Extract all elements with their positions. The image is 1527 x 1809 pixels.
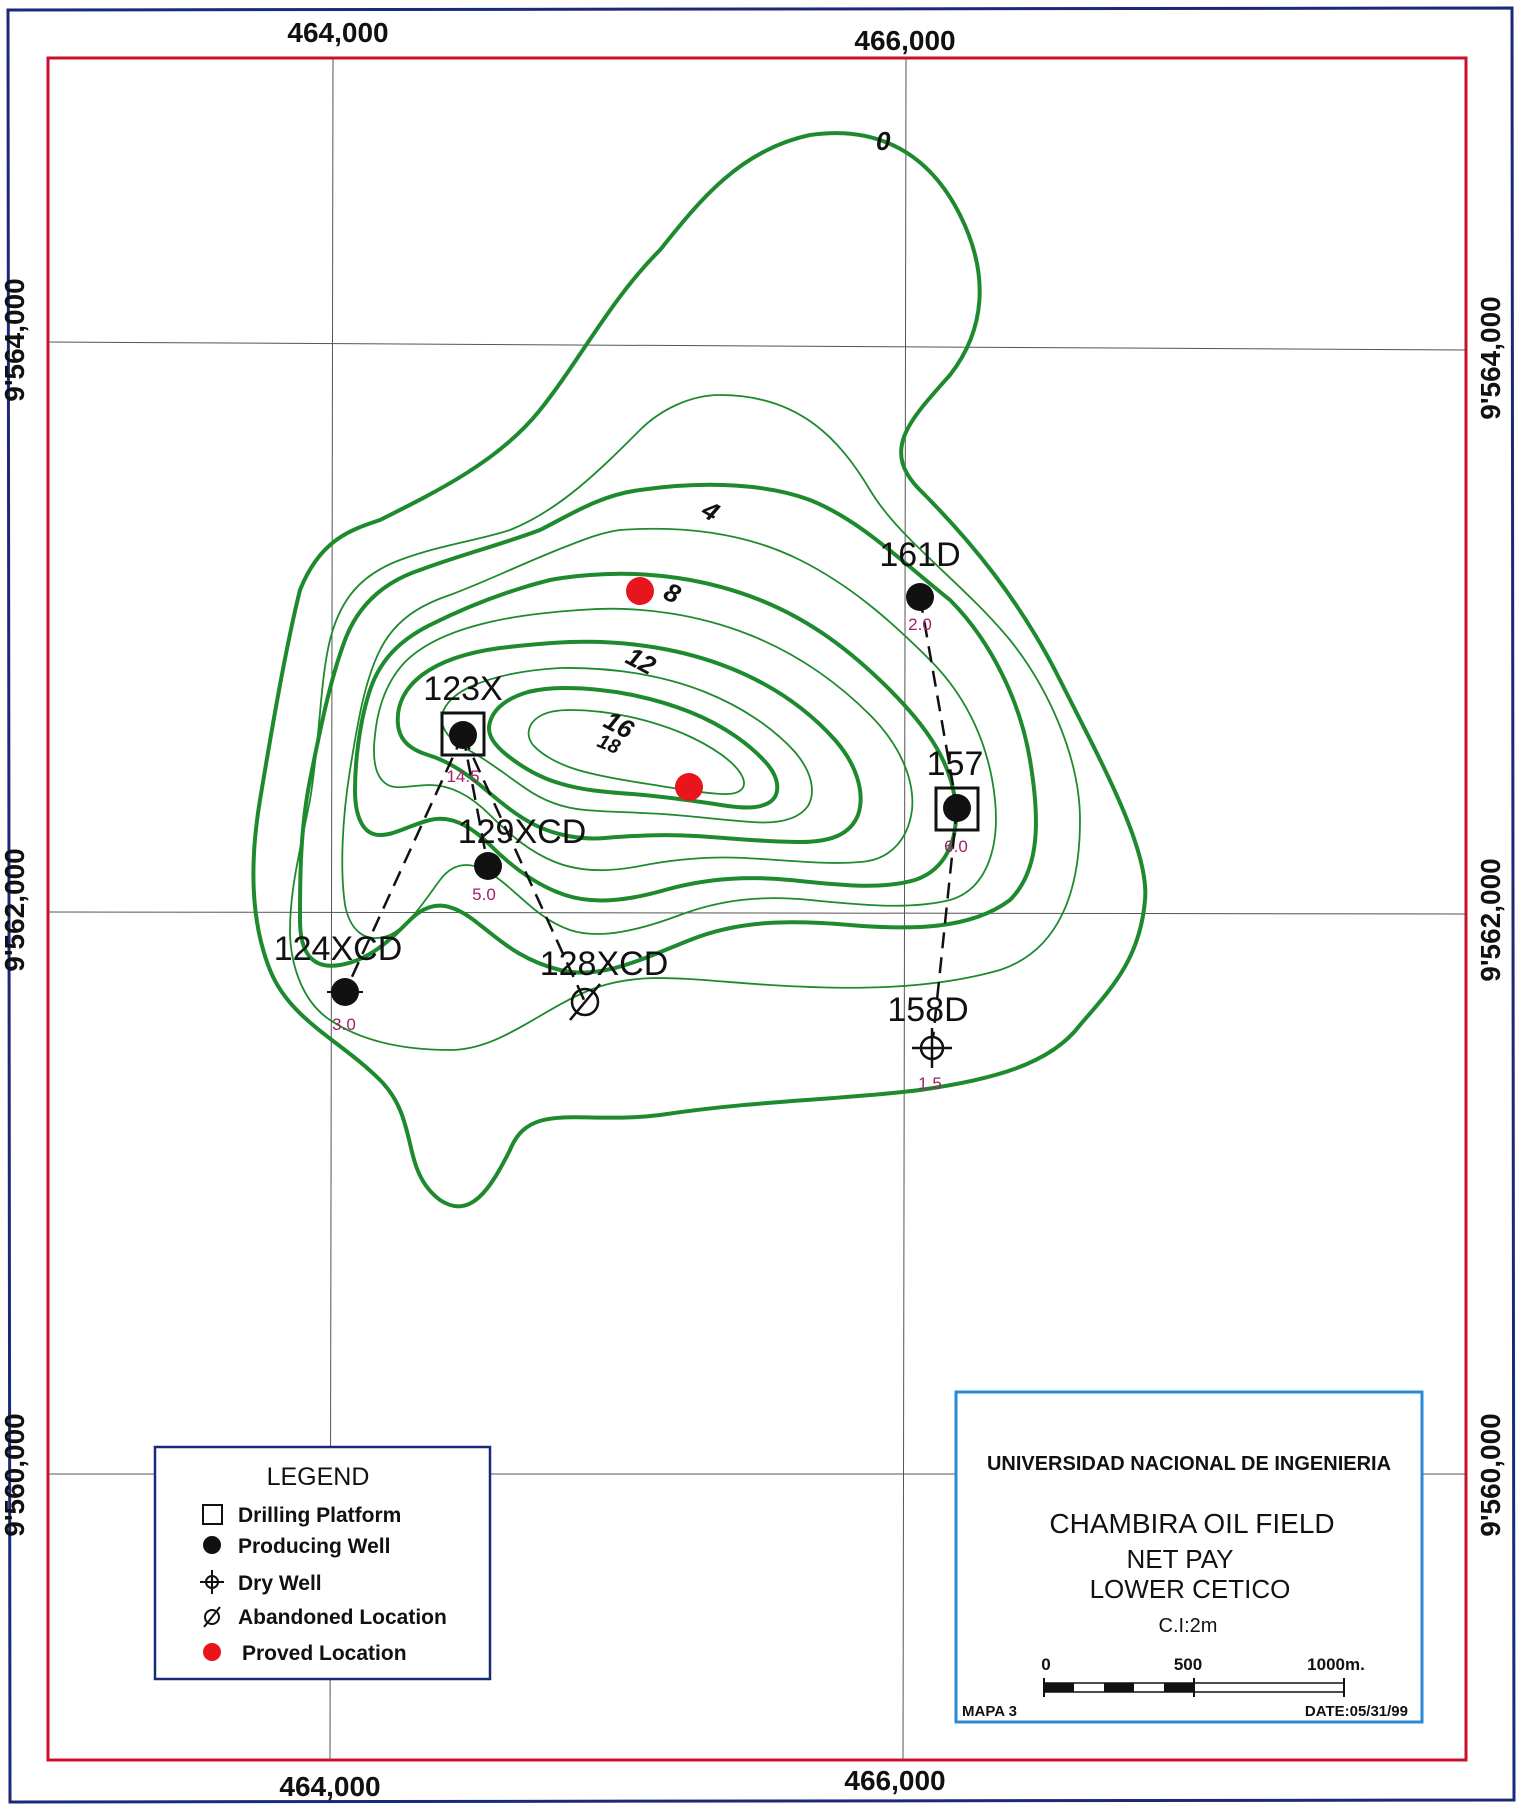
well-123X[interactable]: 123X 14.5	[423, 670, 502, 786]
contour-12	[395, 639, 863, 844]
contour-10	[373, 607, 914, 871]
producing-well-icon	[906, 583, 934, 611]
drilling-platform-icon	[440, 711, 486, 757]
well-label-129XCD: 129XCD	[458, 813, 587, 851]
contour-16	[487, 686, 780, 810]
scale-label-0: 0	[1041, 1655, 1050, 1674]
well-value-129XCD: 5.0	[472, 885, 496, 904]
legend: LEGEND Drilling Platform Producing Well …	[153, 1445, 492, 1681]
svg-text:Producing Well: Producing Well	[238, 1535, 390, 1558]
legend-item-producing-well: Producing Well	[203, 1535, 390, 1558]
title-block: UNIVERSIDAD NACIONAL DE INGENIERIA CHAMB…	[954, 1390, 1424, 1724]
well-161D[interactable]: 161D 2.0	[879, 536, 960, 634]
coord-left-9564000: 9'564,000	[0, 278, 30, 401]
legend-title: LEGEND	[267, 1463, 370, 1491]
scale-bar	[1043, 1678, 1345, 1697]
proved-location-icon	[203, 1643, 221, 1661]
contour-0	[251, 131, 1148, 1209]
contour-2	[289, 394, 1081, 1051]
formation-name: LOWER CETICO	[1090, 1574, 1291, 1604]
institution-name: UNIVERSIDAD NACIONAL DE INGENIERIA	[987, 1453, 1391, 1475]
proved-location-north[interactable]	[626, 577, 654, 605]
contour-label-0: 0	[876, 126, 891, 156]
coord-bottom-464000: 464,000	[279, 1771, 380, 1802]
scale-label-500: 500	[1174, 1655, 1202, 1674]
well-label-123X: 123X	[423, 670, 502, 708]
well-value-157: 6.0	[944, 837, 968, 856]
well-129XCD[interactable]: 129XCD 5.0	[458, 813, 587, 904]
coord-right-9562000: 9'562,000	[1475, 858, 1506, 981]
drilling-platform-icon	[202, 1504, 223, 1525]
coord-right-9560000: 9'560,000	[1475, 1413, 1506, 1536]
abandoned-location-icon	[204, 1609, 220, 1625]
contour-18	[527, 709, 745, 795]
svg-text:Abandoned Location: Abandoned Location	[238, 1606, 447, 1629]
map-subject: NET PAY	[1127, 1544, 1234, 1574]
well-connections	[343, 596, 959, 1049]
svg-text:Drilling Platform: Drilling Platform	[238, 1504, 401, 1527]
well-label-158D: 158D	[887, 991, 968, 1029]
coord-right-9564000: 9'564,000	[1475, 296, 1506, 419]
coord-top-464000: 464,000	[287, 17, 388, 48]
svg-text:Dry Well: Dry Well	[238, 1572, 322, 1595]
well-128XCD[interactable]: 128XCD	[540, 945, 669, 1021]
well-value-158D: 1.5	[918, 1074, 942, 1093]
well-label-157: 157	[927, 745, 984, 783]
contour-label-8: 8	[659, 576, 685, 610]
map-frame	[46, 56, 1468, 1762]
producing-well-icon	[203, 1536, 221, 1554]
contour-interval: C.I:2m	[1159, 1615, 1218, 1637]
coord-left-9562000: 9'562,000	[0, 848, 30, 971]
scale-label-1000: 1000m.	[1307, 1655, 1365, 1674]
well-value-123X: 14.5	[446, 767, 479, 786]
well-label-161D: 161D	[879, 536, 960, 574]
coord-bottom-466000: 466,000	[844, 1765, 945, 1796]
field-name: CHAMBIRA OIL FIELD	[1049, 1508, 1334, 1539]
coord-left-9560000: 9'560,000	[0, 1413, 30, 1536]
isopach-contours	[251, 131, 1148, 1209]
map-number: MAPA 3	[962, 1703, 1017, 1720]
legend-item-dry-well: Dry Well	[200, 1570, 322, 1595]
map-date: DATE:05/31/99	[1305, 1703, 1408, 1720]
well-label-128XCD: 128XCD	[540, 945, 669, 983]
producing-well-icon	[943, 794, 971, 822]
producing-well-icon	[449, 721, 477, 749]
well-124XCD[interactable]: 124XCD 3.0	[274, 930, 403, 1034]
well-158D[interactable]: 158D 1.5	[887, 991, 968, 1093]
grid-line-9564000	[47, 341, 1467, 351]
contour-4	[298, 482, 1038, 975]
coord-top-466000: 466,000	[854, 25, 955, 56]
well-157[interactable]: 157 6.0	[927, 745, 984, 856]
abandoned-location-icon	[570, 987, 600, 1017]
well-label-124XCD: 124XCD	[274, 930, 403, 968]
legend-box	[153, 1445, 492, 1681]
grid-line-466000	[902, 57, 907, 1761]
legend-item-abandoned-location: Abandoned Location	[203, 1606, 447, 1629]
drilling-platform-icon	[934, 786, 980, 832]
title-block-box	[954, 1390, 1424, 1724]
legend-item-drilling-platform: Drilling Platform	[202, 1504, 401, 1527]
well-value-124XCD: 3.0	[332, 1015, 356, 1034]
contour-8	[353, 571, 958, 903]
grid-line-9562000	[47, 911, 1467, 915]
svg-text:Proved Location: Proved Location	[242, 1642, 407, 1665]
outer-border	[6, 6, 1516, 1804]
proved-location-central[interactable]	[675, 773, 703, 801]
legend-item-proved-location: Proved Location	[203, 1642, 407, 1665]
contour-label-4: 4	[696, 494, 725, 528]
well-value-161D: 2.0	[908, 615, 932, 634]
producing-well-icon	[474, 852, 502, 880]
